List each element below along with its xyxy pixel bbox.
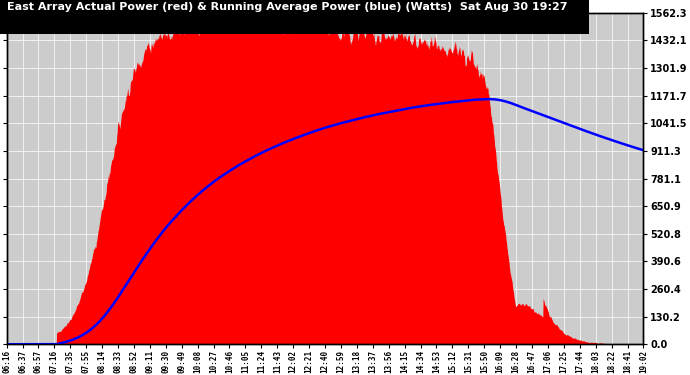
Text: Copyright 2008 Cartronics.com: Copyright 2008 Cartronics.com xyxy=(8,23,142,32)
Text: East Array Actual Power (red) & Running Average Power (blue) (Watts)  Sat Aug 30: East Array Actual Power (red) & Running … xyxy=(7,2,567,12)
